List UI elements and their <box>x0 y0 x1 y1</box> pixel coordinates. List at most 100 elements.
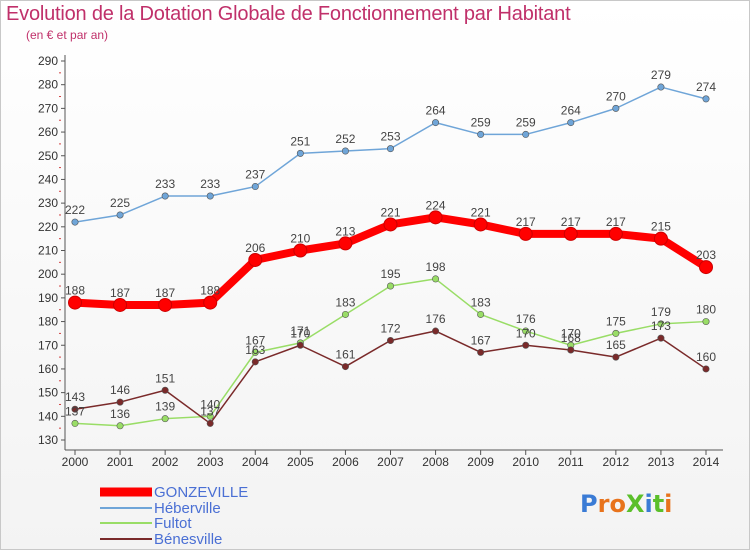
data-label-heberville: 259 <box>516 115 536 129</box>
logo-letter: i <box>644 490 653 518</box>
y-tick-label: 260 <box>38 125 58 139</box>
data-label-gonzeville: 206 <box>245 241 265 255</box>
series-line-heberville <box>74 86 707 223</box>
y-tick-label: 250 <box>38 149 58 163</box>
data-point-benesville <box>116 398 124 406</box>
logo-letter: t <box>652 490 665 518</box>
data-label-gonzeville: 203 <box>696 248 716 262</box>
data-label-fultot: 179 <box>651 305 671 319</box>
data-label-gonzeville: 187 <box>110 286 130 300</box>
data-point-fultot <box>206 412 214 420</box>
legend-swatch-fultot <box>100 522 152 524</box>
legend-swatch-gonzeville <box>100 487 152 497</box>
x-tick-label: 2006 <box>332 455 359 469</box>
data-label-gonzeville: 210 <box>290 232 310 246</box>
data-point-heberville <box>116 211 124 219</box>
data-point-fultot <box>341 310 349 318</box>
data-label-benesville: 146 <box>110 383 130 397</box>
data-label-fultot: 183 <box>471 295 491 309</box>
data-point-gonzeville <box>248 252 263 267</box>
data-label-gonzeville: 215 <box>651 220 671 234</box>
x-tick-label: 2012 <box>603 455 630 469</box>
data-point-gonzeville <box>428 210 443 225</box>
data-label-heberville: 237 <box>245 168 265 182</box>
y-tick-label: 220 <box>38 220 58 234</box>
data-label-fultot: 180 <box>696 303 716 317</box>
data-label-heberville: 274 <box>696 80 716 94</box>
data-point-gonzeville <box>68 295 82 310</box>
data-point-heberville <box>612 104 620 112</box>
data-point-benesville <box>477 348 485 356</box>
data-label-fultot: 137 <box>65 404 85 418</box>
data-point-benesville <box>657 334 665 342</box>
data-point-fultot <box>432 275 440 283</box>
legend-label-heberville: Héberville <box>154 499 221 517</box>
data-label-benesville: 143 <box>65 390 85 404</box>
data-point-heberville <box>702 95 710 103</box>
y-tick-label: 160 <box>38 362 58 376</box>
data-point-fultot <box>386 282 394 290</box>
data-label-gonzeville: 188 <box>65 284 85 298</box>
data-label-fultot: 136 <box>110 407 130 421</box>
data-point-fultot <box>477 310 485 318</box>
data-point-benesville <box>161 386 169 394</box>
data-point-benesville <box>251 358 259 366</box>
data-label-fultot: 176 <box>516 312 536 326</box>
data-point-gonzeville <box>518 226 533 241</box>
chart-title: Evolution de la Dotation Globale de Fonc… <box>6 3 571 25</box>
y-tick-label: 270 <box>38 101 58 115</box>
data-point-heberville <box>206 192 214 200</box>
data-label-heberville: 264 <box>561 104 581 118</box>
chart-subtitle: (en € et par an) <box>26 28 109 42</box>
legend-label-gonzeville: GONZEVILLE <box>154 484 249 501</box>
data-point-fultot <box>612 329 620 337</box>
data-point-heberville <box>251 183 259 191</box>
data-point-heberville <box>386 145 394 153</box>
x-tick-label: 2010 <box>512 455 539 469</box>
data-label-benesville: 137 <box>200 404 220 418</box>
legend-label-fultot: Fultot <box>154 515 192 532</box>
data-label-fultot: 195 <box>380 267 400 281</box>
data-label-heberville: 253 <box>380 130 400 144</box>
x-tick-label: 2001 <box>107 455 134 469</box>
data-label-heberville: 222 <box>65 203 85 217</box>
data-point-gonzeville <box>338 236 353 251</box>
data-point-gonzeville <box>383 217 398 232</box>
x-tick-label: 2003 <box>197 455 224 469</box>
logo-letter: o <box>609 490 626 518</box>
data-label-gonzeville: 221 <box>380 205 400 219</box>
data-label-gonzeville: 217 <box>561 215 581 229</box>
data-label-heberville: 225 <box>110 196 130 210</box>
data-label-fultot: 175 <box>606 314 626 328</box>
x-tick-label: 2014 <box>693 455 720 469</box>
data-point-gonzeville <box>293 243 308 258</box>
data-label-benesville: 173 <box>651 319 671 333</box>
data-label-heberville: 252 <box>335 132 355 146</box>
data-point-fultot <box>161 415 169 423</box>
data-label-benesville: 163 <box>245 343 265 357</box>
data-point-benesville <box>71 405 79 413</box>
data-label-heberville: 233 <box>155 177 175 191</box>
x-tick-label: 2004 <box>242 455 269 469</box>
logo-letter: P <box>580 490 598 518</box>
data-label-heberville: 251 <box>290 134 310 148</box>
data-label-heberville: 270 <box>606 89 626 103</box>
data-point-gonzeville <box>158 297 173 312</box>
data-point-heberville <box>161 192 169 200</box>
legend-swatch-benesville <box>100 537 152 540</box>
data-label-fultot: 171 <box>290 324 310 338</box>
y-tick-label: 230 <box>38 196 58 210</box>
data-point-benesville <box>341 363 349 371</box>
data-point-fultot <box>116 422 124 430</box>
data-label-benesville: 170 <box>516 326 536 340</box>
data-point-heberville <box>477 130 485 138</box>
data-point-fultot <box>657 320 665 328</box>
x-tick-label: 2013 <box>648 455 675 469</box>
data-label-benesville: 161 <box>335 348 355 362</box>
data-label-gonzeville: 188 <box>200 284 220 298</box>
data-point-benesville <box>612 353 620 361</box>
y-tick-label: 140 <box>38 409 58 423</box>
y-tick-label: 280 <box>38 78 58 92</box>
